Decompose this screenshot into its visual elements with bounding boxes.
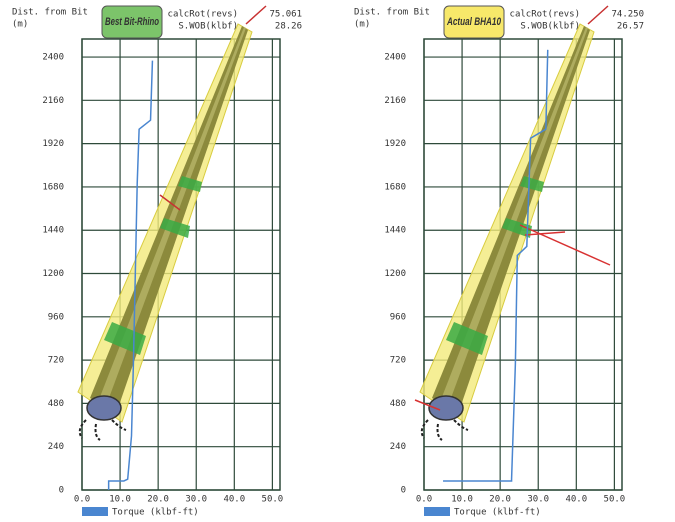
- readout-value: 26.57: [617, 22, 644, 32]
- readout-value: 74.250: [611, 10, 644, 20]
- legend-label: Torque (klbf-ft): [112, 508, 199, 518]
- y-tick-label: 1440: [384, 226, 406, 236]
- badge-title: Actual BHA10: [446, 16, 501, 28]
- x-tick-label: 0.0: [416, 495, 432, 505]
- x-tick-label: 10.0: [109, 495, 131, 505]
- y-tick-label: 2400: [384, 53, 406, 63]
- y-axis-label: Dist. from Bit: [354, 8, 430, 18]
- y-axis-label: Dist. from Bit: [12, 8, 88, 18]
- x-tick-label: 20.0: [147, 495, 169, 505]
- x-tick-label: 0.0: [74, 495, 90, 505]
- y-tick-label: 1680: [42, 182, 64, 192]
- legend-swatch: [424, 507, 450, 516]
- legend-swatch: [82, 507, 108, 516]
- x-tick-label: 40.0: [223, 495, 245, 505]
- y-tick-label: 960: [48, 312, 64, 322]
- badge: [101, 5, 163, 39]
- plot-frame: [81, 38, 281, 491]
- y-axis-unit: (m): [12, 20, 28, 30]
- y-tick-label: 240: [48, 442, 64, 452]
- x-tick-label: 20.0: [489, 495, 511, 505]
- x-tick-label: 50.0: [262, 495, 284, 505]
- y-tick-label: 2400: [42, 53, 64, 63]
- y-tick-label: 240: [390, 442, 406, 452]
- y-tick-label: 2160: [42, 96, 64, 106]
- y-tick-label: 1920: [42, 139, 64, 149]
- y-tick-label: 1200: [42, 269, 64, 279]
- legend-label: Torque (klbf-ft): [454, 508, 541, 518]
- readout-value: 28.26: [275, 22, 302, 32]
- x-tick-label: 30.0: [185, 495, 207, 505]
- y-tick-label: 480: [390, 399, 406, 409]
- y-tick-label: 1680: [384, 182, 406, 192]
- badge: [443, 5, 505, 39]
- y-tick-label: 1920: [384, 139, 406, 149]
- y-tick-label: 1440: [42, 226, 64, 236]
- x-tick-label: 30.0: [527, 495, 549, 505]
- x-tick-label: 10.0: [451, 495, 473, 505]
- x-tick-label: 40.0: [565, 495, 587, 505]
- readout-label: S.WOB(klbf): [520, 22, 580, 32]
- y-tick-label: 1200: [384, 269, 406, 279]
- y-tick-label: 0: [59, 486, 64, 496]
- readout-label: S.WOB(klbf): [178, 22, 238, 32]
- x-tick-label: 50.0: [604, 495, 626, 505]
- force-vector: [519, 224, 611, 266]
- plot-frame: [423, 38, 623, 491]
- y-tick-label: 0: [401, 486, 406, 496]
- readout-value: 75.061: [269, 10, 302, 20]
- badge-title: Best Bit-Rhino: [105, 16, 159, 28]
- y-axis-unit: (m): [354, 20, 370, 30]
- y-tick-label: 960: [390, 312, 406, 322]
- torque-line: [107, 60, 154, 490]
- torque-line: [443, 49, 549, 482]
- y-tick-label: 720: [48, 356, 64, 366]
- y-tick-label: 720: [390, 356, 406, 366]
- readout-label: calcRot(revs): [510, 10, 580, 20]
- y-tick-label: 480: [48, 399, 64, 409]
- force-vector: [414, 399, 441, 411]
- readout-label: calcRot(revs): [168, 10, 238, 20]
- force-vector: [524, 231, 566, 236]
- force-vector: [159, 194, 181, 211]
- y-tick-label: 2160: [384, 96, 406, 106]
